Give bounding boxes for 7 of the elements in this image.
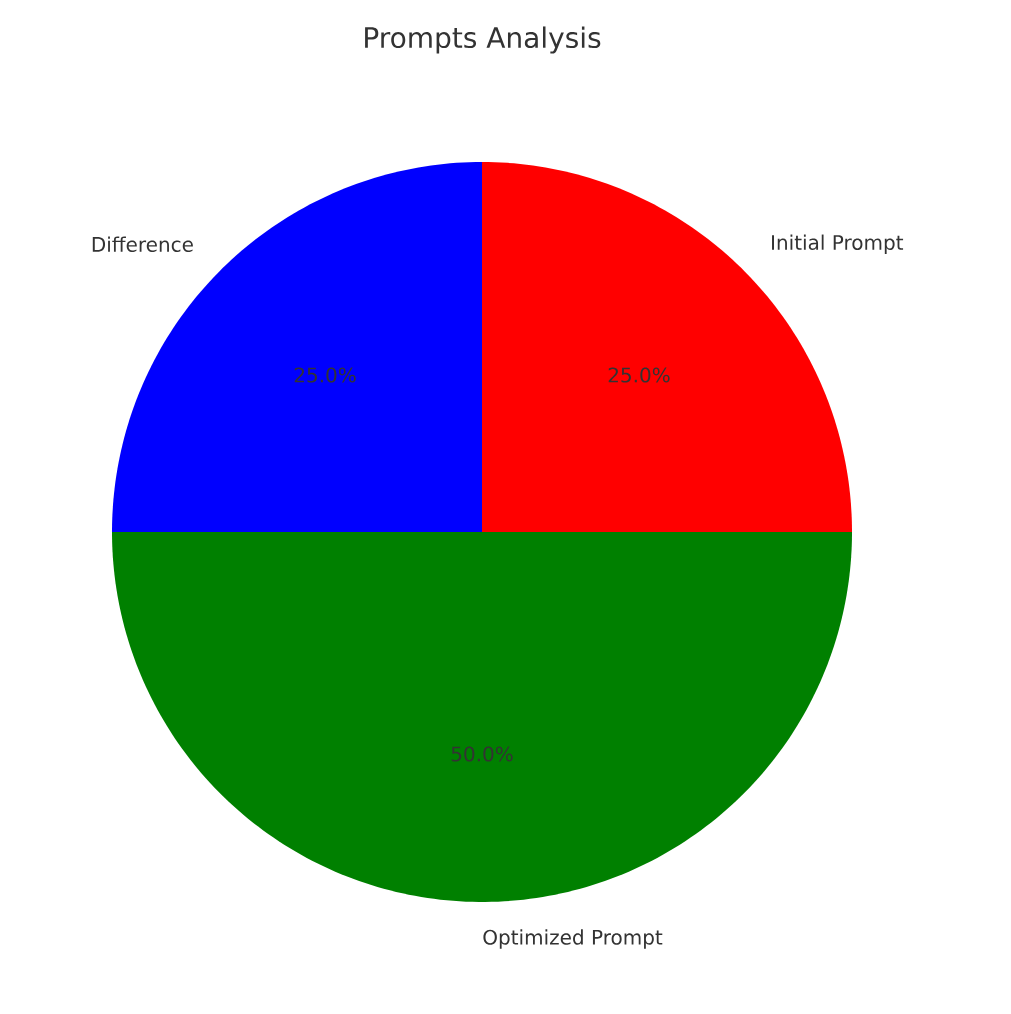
chart-title: Prompts Analysis [365,26,601,54]
slice-label: Optimized Prompt [483,929,663,949]
data-label: 50.0% [451,746,513,762]
data-label: 25.0% [294,367,356,383]
slice-label: Difference [92,236,193,252]
data-label: 25.0% [608,367,670,383]
slice-label: Initial Prompt [772,234,904,254]
